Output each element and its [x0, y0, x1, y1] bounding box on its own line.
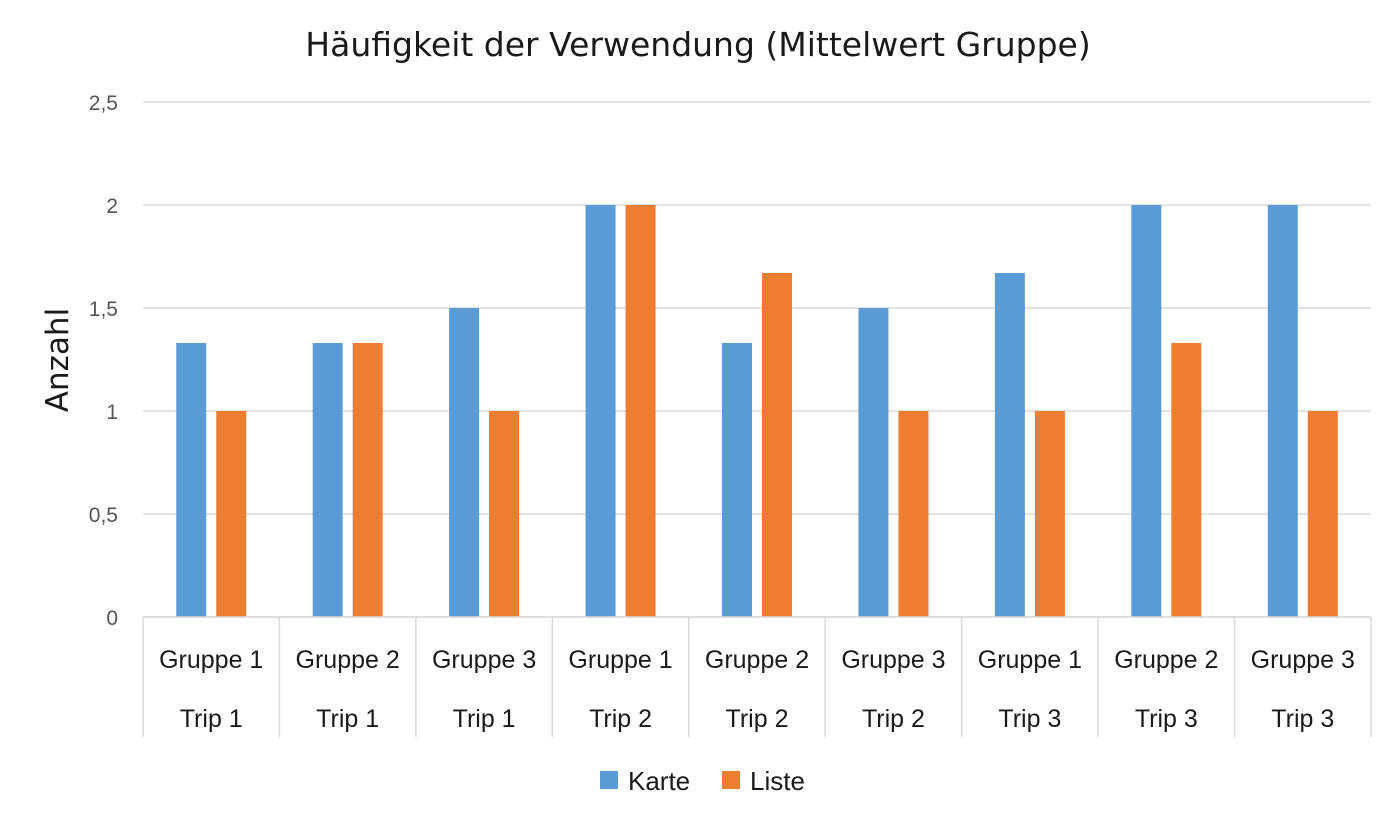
bar-karte-4	[585, 205, 616, 617]
bar-liste-9	[1307, 411, 1338, 617]
legend-swatch-karte	[600, 771, 618, 789]
bar-karte-3	[449, 308, 480, 617]
bar-liste-4	[625, 205, 656, 617]
y-tick-label: 1	[106, 401, 118, 424]
x-tick-group-label: Gruppe 2	[705, 646, 809, 674]
y-tick-label: 2,5	[89, 92, 118, 115]
bar-karte-1	[176, 343, 207, 617]
bar-karte-8	[1131, 205, 1162, 617]
x-tick-trip-label: Trip 3	[998, 705, 1061, 733]
bar-karte-5	[722, 343, 752, 617]
bar-liste-2	[352, 343, 383, 617]
y-tick-label: 2	[106, 195, 118, 218]
bars	[176, 205, 1338, 617]
legend: Karte Liste	[600, 766, 805, 796]
y-axis-ticks: 0 0,5 1 1,5 2 2,5	[89, 92, 118, 630]
y-tick-label: 0,5	[89, 504, 118, 527]
x-tick-group-label: Gruppe 2	[1114, 646, 1218, 674]
x-tick-trip-label: Trip 3	[1135, 705, 1198, 733]
bar-karte-6	[858, 308, 889, 617]
bar-liste-1	[216, 411, 247, 617]
x-tick-group-label: Gruppe 3	[1251, 646, 1355, 674]
x-tick-group-label: Gruppe 2	[296, 646, 400, 674]
x-tick-group-label: Gruppe 1	[159, 646, 263, 674]
x-tick-trip-label: Trip 1	[180, 705, 243, 733]
y-tick-label: 1,5	[89, 298, 118, 321]
x-tick-trip-label: Trip 1	[453, 705, 516, 733]
bar-karte-7	[994, 272, 1025, 617]
bar-liste-8	[1171, 343, 1202, 617]
x-tick-group-label: Gruppe 3	[432, 646, 536, 674]
x-tick-trip-label: Trip 2	[862, 705, 925, 733]
bar-liste-7	[1034, 411, 1065, 617]
x-axis: Gruppe 1 Trip 1 Gruppe 2 Trip 1 Gruppe 3 Trip…	[142, 616, 1372, 737]
y-tick-label: 0	[106, 607, 118, 630]
y-axis-label: Anzahl	[40, 308, 76, 412]
x-tick-group-label: Gruppe 1	[568, 646, 672, 674]
bar-liste-5	[762, 272, 792, 617]
x-tick-trip-label: Trip 2	[726, 705, 789, 733]
chart-title: Häufigkeit der Verwendung (Mittelwert Gr…	[305, 25, 1090, 64]
bar-liste-6	[898, 411, 929, 617]
legend-swatch-liste	[722, 771, 740, 789]
bar-karte-9	[1267, 205, 1298, 617]
x-tick-trip-label: Trip 3	[1271, 705, 1334, 733]
bar-karte-2	[312, 343, 343, 617]
legend-label-liste: Liste	[750, 766, 805, 796]
x-tick-group-label: Gruppe 3	[841, 646, 945, 674]
legend-label-karte: Karte	[628, 766, 690, 796]
bar-liste-3	[489, 411, 520, 617]
x-tick-trip-label: Trip 2	[589, 705, 652, 733]
x-tick-trip-label: Trip 1	[316, 705, 379, 733]
x-tick-group-label: Gruppe 1	[978, 646, 1082, 674]
